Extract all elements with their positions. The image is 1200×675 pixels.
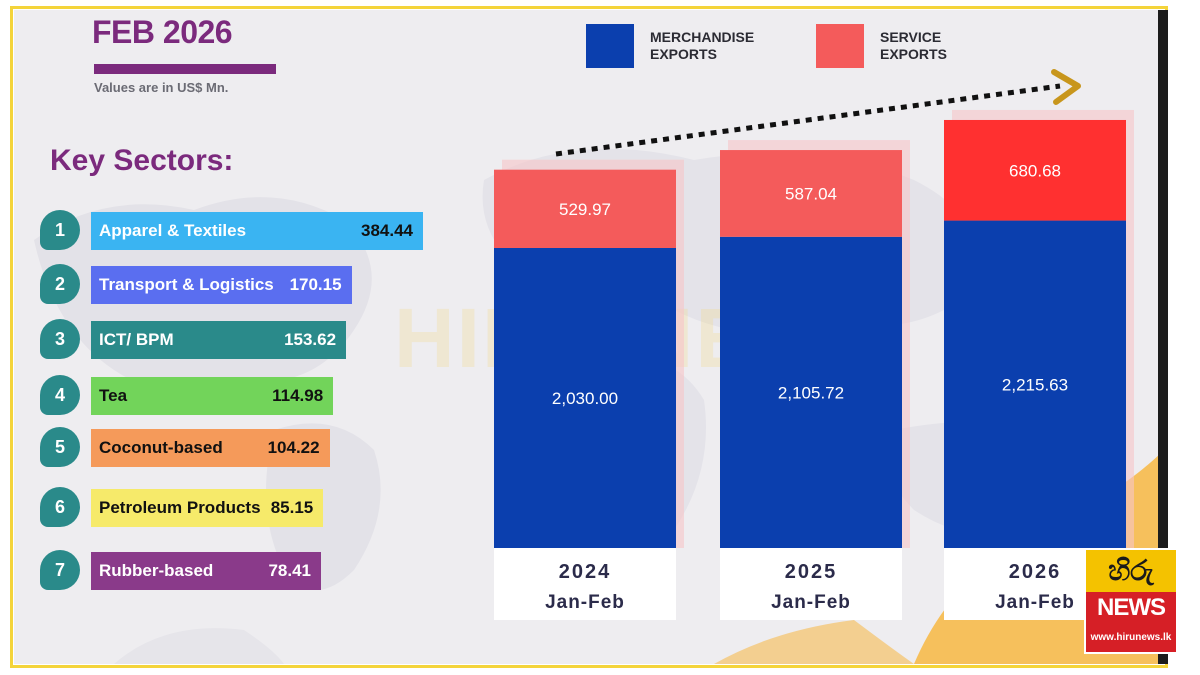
data-label-service: 680.68	[1009, 161, 1061, 180]
legend-swatch-service	[816, 24, 864, 68]
sector-value: 384.44	[361, 221, 413, 240]
data-label-merchandise: 2,215.63	[1002, 375, 1068, 394]
category-period-label: Jan-Feb	[545, 592, 625, 613]
data-label-service: 587.04	[785, 184, 837, 203]
category-box	[720, 548, 902, 620]
sector-value: 78.41	[268, 561, 311, 580]
data-label-service: 529.97	[559, 200, 611, 219]
category-box	[494, 548, 676, 620]
logo-glyph-box: හිරු	[1086, 550, 1176, 592]
sector-bar: ICT/ BPM 153.62	[91, 321, 347, 359]
sector-rank: 7	[40, 550, 80, 590]
sector-value: 85.15	[270, 498, 314, 517]
sector-name: Petroleum Products	[99, 498, 261, 517]
category-year-label: 2025	[785, 561, 838, 583]
infographic-canvas: HIRU NEWS FEB 2026 Values are in US$ Mn.…	[14, 10, 1164, 664]
trend-arrow-line	[555, 83, 1061, 157]
title-underline	[94, 64, 276, 74]
category-year-label: 2024	[559, 561, 612, 583]
legend-item-service: SERVICE EXPORTS	[816, 24, 1000, 68]
sector-bar: Petroleum Products 85.15	[91, 489, 324, 527]
sector-name: ICT/ BPM	[99, 330, 174, 349]
sector-rank: 6	[40, 487, 80, 527]
logo-brand: NEWS	[1097, 594, 1166, 621]
sector-name: Rubber-based	[99, 561, 214, 580]
bar-merchandise	[720, 236, 902, 548]
sector-rank: 5	[40, 427, 80, 467]
logo-url: www.hirunews.lk	[1090, 632, 1172, 643]
legend-swatch-merchandise	[586, 24, 634, 68]
sector-value: 104.22	[267, 438, 320, 457]
bar-merchandise	[494, 248, 676, 548]
units-note: Values are in US$ Mn.	[94, 80, 229, 95]
stacked-bar-chart: 2,030.00 529.97 2024 Jan-Feb 2,105.72 587.04 2…	[494, 69, 1134, 620]
legend-label-merchandise: MERCHANDISE EXPORTS	[650, 29, 755, 62]
sector-name: Coconut-based	[99, 438, 223, 457]
sector-bar: Coconut-based 104.22	[91, 429, 330, 467]
sector-bar: Tea 114.98	[91, 377, 334, 415]
logo-glyph: හිරු	[1108, 554, 1154, 586]
trend-arrow-head	[1051, 69, 1081, 105]
bar-merchandise	[944, 220, 1126, 548]
sector-name: Tea	[99, 386, 128, 405]
sector-bar: Rubber-based 78.41	[91, 552, 321, 590]
category-year-label: 2026	[1009, 561, 1062, 583]
sector-rank: 3	[40, 319, 80, 359]
page-title: FEB 2026	[92, 14, 233, 50]
sector-bar: Apparel & Textiles 384.44	[91, 212, 423, 250]
sector-name: Apparel & Textiles	[99, 221, 247, 240]
category-period-label: Jan-Feb	[771, 592, 851, 613]
sector-bar: Transport & Logistics 170.15	[91, 266, 352, 304]
data-label-merchandise: 2,105.72	[778, 383, 844, 402]
sector-value: 170.15	[289, 275, 342, 294]
bar-service	[494, 169, 676, 248]
sector-rank: 2	[40, 264, 80, 304]
sector-rank: 1	[40, 210, 80, 250]
right-edge-strip	[1158, 10, 1168, 664]
sector-rank: 4	[40, 375, 80, 415]
legend-label-service: SERVICE EXPORTS	[880, 29, 947, 62]
sector-value: 153.62	[284, 330, 337, 349]
sector-name: Transport & Logistics	[99, 275, 274, 294]
bar-service	[944, 119, 1126, 221]
sectors-heading: Key Sectors:	[50, 144, 234, 177]
hiru-news-logo: හිරු NEWS www.hirunews.lk	[1084, 548, 1178, 654]
category-period-label: Jan-Feb	[995, 592, 1075, 613]
data-label-merchandise: 2,030.00	[552, 389, 618, 408]
sector-value: 114.98	[272, 386, 324, 405]
legend-item-merchandise: MERCHANDISE EXPORTS	[586, 24, 770, 68]
bar-service	[720, 150, 902, 237]
